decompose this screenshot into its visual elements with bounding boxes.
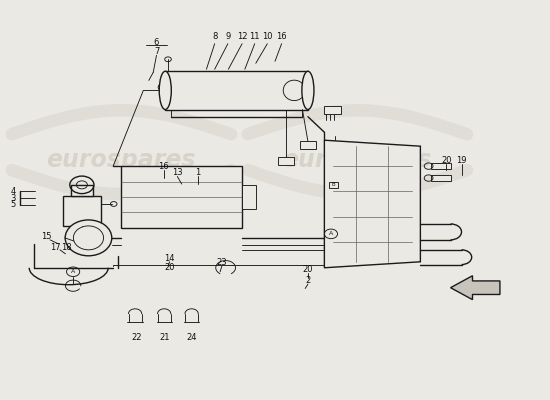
Text: eurospares: eurospares — [283, 148, 432, 172]
Bar — [278, 157, 294, 164]
Text: 16: 16 — [276, 32, 287, 41]
Bar — [431, 175, 450, 181]
Text: 11: 11 — [250, 32, 260, 41]
Text: 7: 7 — [154, 47, 159, 56]
Bar — [329, 182, 338, 188]
Circle shape — [161, 86, 166, 89]
Text: 20: 20 — [302, 265, 313, 274]
Text: 21: 21 — [159, 334, 169, 342]
Text: A: A — [71, 269, 75, 274]
Text: 6: 6 — [154, 38, 159, 47]
Text: eurospares: eurospares — [47, 148, 196, 172]
Bar — [122, 166, 242, 228]
Text: 24: 24 — [186, 334, 197, 342]
Text: 3: 3 — [10, 194, 16, 202]
Ellipse shape — [302, 71, 314, 110]
Text: 8: 8 — [212, 32, 217, 41]
Text: 20: 20 — [441, 156, 452, 166]
Text: 15: 15 — [41, 232, 52, 241]
Bar — [431, 163, 450, 169]
Bar — [71, 185, 93, 196]
Ellipse shape — [73, 226, 103, 250]
Text: 14: 14 — [164, 254, 175, 263]
Text: 20: 20 — [164, 263, 175, 272]
Bar — [63, 196, 101, 226]
Text: 5: 5 — [11, 200, 16, 209]
Text: B: B — [331, 182, 335, 187]
Bar — [300, 142, 316, 148]
Text: 22: 22 — [131, 334, 142, 342]
Polygon shape — [450, 276, 500, 300]
Text: 12: 12 — [237, 32, 248, 41]
Ellipse shape — [160, 71, 171, 110]
Text: 18: 18 — [61, 243, 72, 252]
Text: 10: 10 — [262, 32, 273, 41]
Text: 16: 16 — [158, 162, 169, 171]
Bar — [166, 71, 308, 110]
Polygon shape — [324, 140, 420, 268]
Text: 1: 1 — [196, 168, 201, 177]
Ellipse shape — [65, 220, 112, 256]
Text: 19: 19 — [456, 156, 467, 166]
Text: 2: 2 — [305, 276, 311, 285]
Text: A: A — [329, 231, 333, 236]
Text: 13: 13 — [172, 168, 183, 177]
Bar — [324, 106, 341, 114]
Text: 9: 9 — [225, 32, 230, 41]
Text: 4: 4 — [11, 187, 16, 196]
Text: 17: 17 — [50, 243, 61, 252]
Bar — [242, 185, 256, 209]
Text: 23: 23 — [217, 258, 227, 268]
